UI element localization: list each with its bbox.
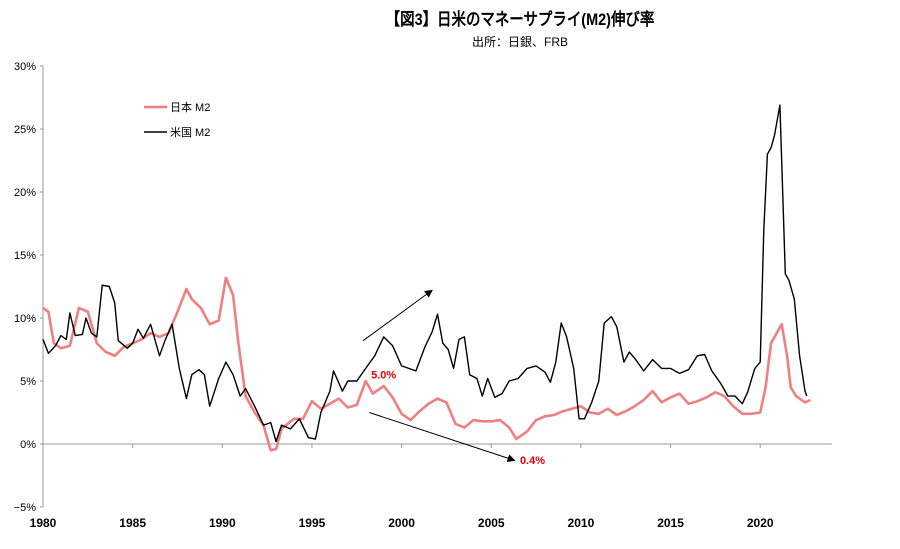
legend-label: 日本 M2 [170,100,210,114]
y-tick-label: 15% [14,250,36,262]
y-tick-label: 0% [20,439,36,451]
chart-title: 【図3】日米のマネーサプライ(M2)伸び率 [385,10,655,29]
x-tick-label: 1990 [209,516,236,530]
series-line-japan-m2 [42,276,811,452]
x-tick-label: 2005 [478,516,505,530]
x-tick-label: 1980 [30,516,57,530]
trend-arrow [362,289,433,342]
x-tick-label: 2015 [657,516,684,530]
x-tick-label: 2020 [747,516,774,530]
x-tick-label: 2000 [388,516,415,530]
y-tick-label: 5% [20,376,36,388]
annotation-label: 0.4% [520,455,545,467]
legend: 日本 M2 米国 M2 [144,100,210,139]
annotation-label: 5.0% [371,369,396,381]
chart-subtitle: 出所：日銀、FRB [471,35,568,49]
y-tick-label: 20% [14,187,36,199]
x-tick-label: 2010 [568,516,595,530]
y-tick-label: 25% [14,124,36,136]
x-tick-label: 1985 [119,516,146,530]
y-tick-label: −5% [14,502,37,514]
y-tick-label: 30% [14,61,36,73]
legend-label: 米国 M2 [170,126,210,139]
series-line-us-m2 [42,104,808,443]
trend-arrow [369,412,516,462]
y-tick-label: 10% [14,313,36,325]
x-tick-label: 1995 [299,516,326,530]
